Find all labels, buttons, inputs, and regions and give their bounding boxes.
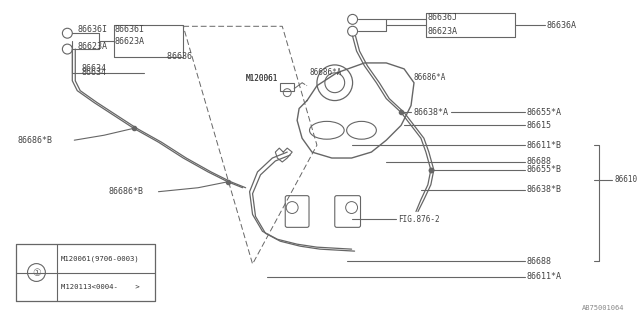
Text: 86655*B: 86655*B xyxy=(527,165,562,174)
Text: FIG.876-2: FIG.876-2 xyxy=(398,215,440,224)
Text: 86688: 86688 xyxy=(527,157,552,166)
Text: 86623A: 86623A xyxy=(77,42,108,51)
Text: 86636I: 86636I xyxy=(115,25,145,34)
Text: 86636: 86636 xyxy=(117,52,192,61)
Text: AB75001064: AB75001064 xyxy=(582,305,624,310)
Text: M120061: M120061 xyxy=(246,74,278,83)
Text: 86636I: 86636I xyxy=(77,25,108,34)
Text: ①: ① xyxy=(32,268,41,277)
Text: 86634: 86634 xyxy=(81,68,106,77)
Text: 86611*B: 86611*B xyxy=(527,141,562,150)
Text: 86638*B: 86638*B xyxy=(527,185,562,194)
Text: 86611*A: 86611*A xyxy=(527,272,562,281)
Text: 86686*B: 86686*B xyxy=(18,136,53,145)
Text: 86610: 86610 xyxy=(614,175,637,184)
Text: 86636J: 86636J xyxy=(428,13,458,22)
Text: 86686*B: 86686*B xyxy=(109,187,144,196)
Text: 86686*A: 86686*A xyxy=(413,73,445,82)
Text: 86623A: 86623A xyxy=(428,27,458,36)
Text: 86655*A: 86655*A xyxy=(527,108,562,117)
Text: 86686*A: 86686*A xyxy=(309,68,341,77)
Text: 86688: 86688 xyxy=(527,257,552,266)
Text: 86638*A: 86638*A xyxy=(413,108,448,117)
Text: M120113<0004-    >: M120113<0004- > xyxy=(61,284,140,290)
Text: M120061: M120061 xyxy=(246,74,278,83)
Text: 86615: 86615 xyxy=(527,121,552,130)
Text: 86636A: 86636A xyxy=(547,21,577,30)
Text: 86634: 86634 xyxy=(81,64,106,73)
Text: 86623A: 86623A xyxy=(115,37,145,46)
Text: M120061(9706-0003): M120061(9706-0003) xyxy=(61,255,140,261)
